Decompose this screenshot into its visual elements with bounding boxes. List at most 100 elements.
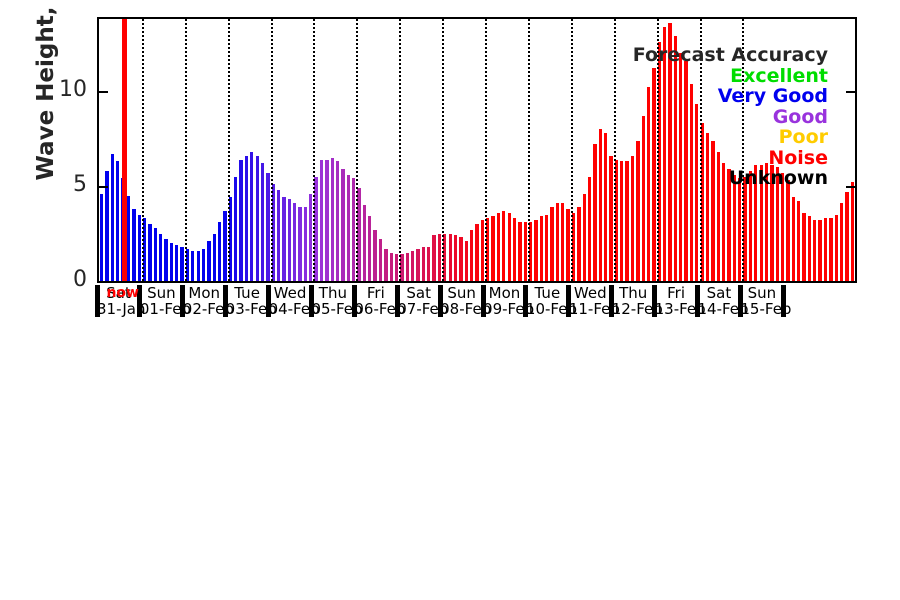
bar bbox=[668, 22, 672, 281]
bar bbox=[748, 170, 753, 281]
bar bbox=[721, 163, 726, 281]
date-label: 15-Feb bbox=[740, 300, 792, 318]
date-label: 10-Feb bbox=[525, 300, 577, 318]
day-of-week-label: Sat bbox=[106, 284, 131, 302]
x-axis-separator bbox=[394, 285, 400, 317]
bar bbox=[662, 26, 667, 281]
bar bbox=[142, 218, 147, 281]
x-axis-day-10-feb: Tue 10-Feb bbox=[525, 285, 577, 318]
bar bbox=[550, 206, 554, 281]
day-separator bbox=[656, 19, 659, 281]
day-of-week-label: Sun bbox=[747, 284, 777, 302]
bar bbox=[780, 172, 785, 281]
now-label: now bbox=[106, 285, 139, 301]
bar bbox=[459, 237, 463, 281]
bar bbox=[829, 218, 833, 281]
day-of-week-label: Sun bbox=[447, 284, 476, 302]
bar bbox=[394, 254, 399, 281]
bar bbox=[357, 187, 361, 281]
bar bbox=[673, 36, 678, 281]
bar bbox=[453, 235, 458, 281]
bar bbox=[705, 132, 710, 281]
bar bbox=[604, 132, 608, 281]
bar bbox=[641, 115, 645, 281]
bar bbox=[400, 254, 404, 281]
bar bbox=[330, 157, 334, 281]
bar bbox=[566, 208, 570, 281]
day-separator bbox=[742, 19, 745, 281]
bar bbox=[534, 220, 538, 281]
day-separator bbox=[141, 19, 144, 281]
bar bbox=[276, 189, 281, 281]
bar bbox=[228, 197, 232, 281]
x-axis-separator bbox=[566, 285, 572, 317]
bar bbox=[293, 203, 297, 281]
date-label: 09-Feb bbox=[483, 300, 535, 318]
bar bbox=[555, 203, 560, 281]
bar bbox=[764, 163, 769, 281]
day-separator bbox=[485, 19, 488, 281]
bar bbox=[169, 243, 174, 281]
day-separator bbox=[227, 19, 230, 281]
day-of-week-label: Fri bbox=[366, 284, 385, 302]
bar bbox=[754, 165, 758, 281]
bar bbox=[839, 203, 844, 281]
bar bbox=[319, 159, 324, 281]
bar bbox=[738, 178, 742, 281]
bar bbox=[191, 250, 195, 281]
bar bbox=[298, 206, 302, 281]
bar bbox=[636, 140, 640, 281]
bar bbox=[598, 129, 602, 281]
bar bbox=[421, 246, 426, 281]
bar bbox=[378, 239, 383, 281]
bar bbox=[164, 239, 168, 281]
bar bbox=[196, 250, 200, 281]
bar bbox=[105, 170, 109, 281]
bar bbox=[845, 191, 849, 281]
bar bbox=[309, 193, 313, 281]
bar bbox=[486, 218, 490, 281]
day-of-week-label: Sat bbox=[706, 284, 732, 302]
bar bbox=[834, 214, 838, 281]
date-label: 13-Feb bbox=[654, 300, 706, 318]
bar bbox=[448, 233, 452, 281]
bar bbox=[545, 214, 549, 281]
bar bbox=[239, 159, 243, 281]
bar bbox=[427, 246, 431, 281]
day-of-week-label: Mon bbox=[188, 284, 221, 302]
date-label: 11-Feb bbox=[568, 300, 620, 318]
x-axis-day-13-feb: Fri 13-Feb bbox=[654, 285, 706, 318]
date-label: 03-Feb bbox=[225, 300, 277, 318]
bar bbox=[743, 176, 747, 281]
x-axis-separator bbox=[180, 285, 186, 317]
day-of-week-label: Sun bbox=[147, 284, 176, 302]
bar-series bbox=[99, 19, 855, 281]
bar bbox=[346, 174, 350, 281]
x-axis-day-09-feb: Mon 09-Feb bbox=[483, 285, 535, 318]
day-separator bbox=[313, 19, 316, 281]
y-tick bbox=[846, 186, 855, 189]
bar bbox=[271, 184, 275, 281]
bar bbox=[582, 193, 586, 281]
bar bbox=[614, 159, 619, 281]
bar bbox=[158, 233, 163, 281]
bar bbox=[727, 169, 731, 281]
bar bbox=[716, 151, 720, 281]
bar bbox=[818, 220, 822, 281]
date-label: 31-Jan bbox=[97, 300, 146, 318]
bar bbox=[443, 233, 447, 281]
bar bbox=[212, 233, 216, 281]
bar bbox=[153, 227, 157, 281]
x-axis-separator bbox=[437, 285, 443, 317]
bar bbox=[250, 151, 254, 281]
bar bbox=[850, 182, 854, 281]
day-separator bbox=[270, 19, 273, 281]
date-label: 07-Feb bbox=[397, 300, 449, 318]
x-axis-separator bbox=[695, 285, 700, 317]
y-tick bbox=[846, 91, 855, 94]
bar bbox=[180, 246, 184, 281]
day-separator bbox=[399, 19, 402, 281]
plot-area: Forecast Accuracy Excellent Very Good Go… bbox=[97, 17, 857, 283]
x-axis-day-12-feb: Thu 12-Feb bbox=[612, 285, 663, 317]
